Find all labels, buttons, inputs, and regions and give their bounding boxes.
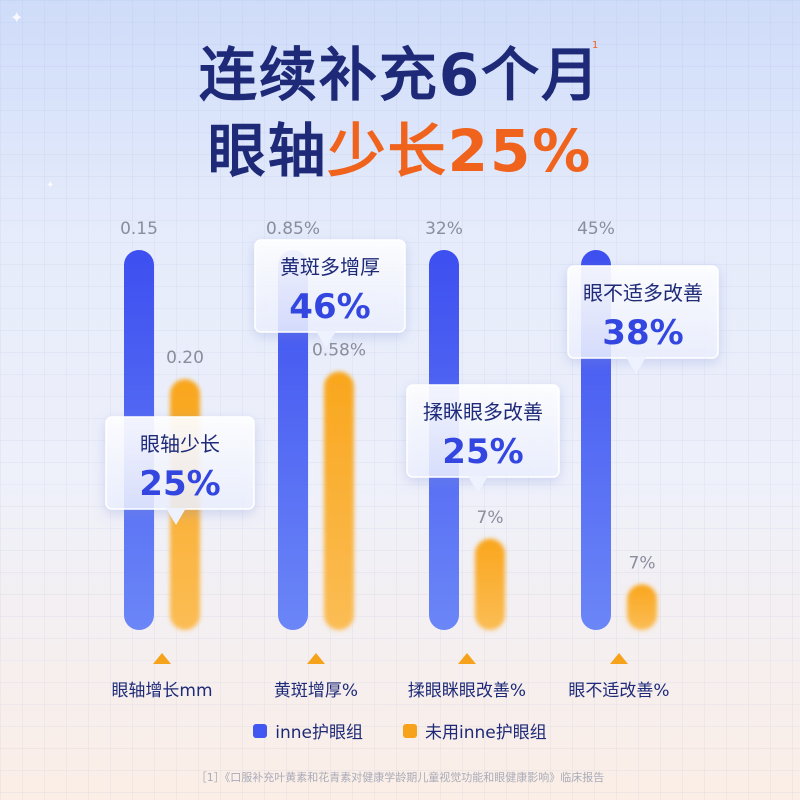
bar-orange bbox=[324, 371, 354, 630]
value-label-orange: 0.20 bbox=[166, 348, 204, 368]
title-highlight-dark: 眼轴 bbox=[207, 117, 328, 185]
value-label-orange: 7% bbox=[477, 508, 504, 528]
callout-label: 揉眯眼多改善 bbox=[423, 400, 543, 424]
page-title-line1: 连续补充6个月 bbox=[198, 41, 602, 109]
footnote-mark: 1 bbox=[592, 40, 599, 51]
legend-label-orange: 未用inne护眼组 bbox=[425, 723, 547, 743]
legend-item-blue: inne护眼组 bbox=[253, 718, 363, 743]
category-label: 黄斑增厚% bbox=[274, 681, 358, 701]
value-label-blue: 0.85% bbox=[266, 219, 320, 239]
bar-blue bbox=[278, 250, 308, 630]
callout-label: 黄斑多增厚 bbox=[280, 255, 380, 279]
triangle-marker bbox=[610, 653, 628, 664]
value-label-blue: 0.15 bbox=[120, 219, 158, 239]
value-label-blue: 32% bbox=[425, 219, 463, 239]
value-label-blue: 45% bbox=[577, 219, 615, 239]
legend-swatch-orange bbox=[403, 723, 417, 738]
sparkle-icon: ✦ bbox=[10, 8, 24, 27]
callout-tail bbox=[468, 476, 488, 493]
title-highlight-orange: 少长25% bbox=[327, 117, 593, 185]
category-label: 眼轴增长mm bbox=[111, 681, 212, 701]
sparkle-icon: ✦ bbox=[46, 180, 55, 191]
triangle-marker bbox=[307, 653, 325, 664]
callout-value: 38% bbox=[602, 313, 683, 353]
triangle-marker bbox=[458, 653, 476, 664]
legend-swatch-blue bbox=[253, 723, 268, 738]
bar-orange bbox=[475, 538, 505, 630]
callout-label: 眼不适多改善 bbox=[583, 281, 703, 305]
category-label: 揉眼眯眼改善% bbox=[408, 681, 526, 701]
legend-label-blue: inne护眼组 bbox=[275, 723, 363, 743]
callout-value: 46% bbox=[289, 287, 370, 327]
callout-tail bbox=[166, 508, 186, 525]
page-title-line2: 眼轴少长25% bbox=[0, 122, 800, 180]
callout-value: 25% bbox=[139, 464, 220, 504]
legend-item-orange: 未用inne护眼组 bbox=[403, 718, 547, 743]
bar-orange bbox=[627, 584, 657, 630]
value-label-orange: 7% bbox=[629, 553, 656, 573]
chart-legend: inne护眼组 未用inne护眼组 bbox=[0, 718, 800, 743]
callout-tail bbox=[626, 357, 646, 374]
category-label: 眼不适改善% bbox=[568, 681, 669, 701]
callout-value: 25% bbox=[442, 432, 523, 472]
citation-text: ［1］《口服补充叶黄素和花青素对健康学龄期儿童视觉功能和眼健康影响》临床报告 bbox=[195, 771, 605, 784]
callout-label: 眼轴少长 bbox=[140, 432, 220, 456]
value-label-orange: 0.58% bbox=[312, 341, 366, 361]
callout-tail bbox=[316, 331, 336, 348]
sparkle-icon: ✦ bbox=[408, 162, 418, 175]
triangle-marker bbox=[153, 653, 171, 664]
